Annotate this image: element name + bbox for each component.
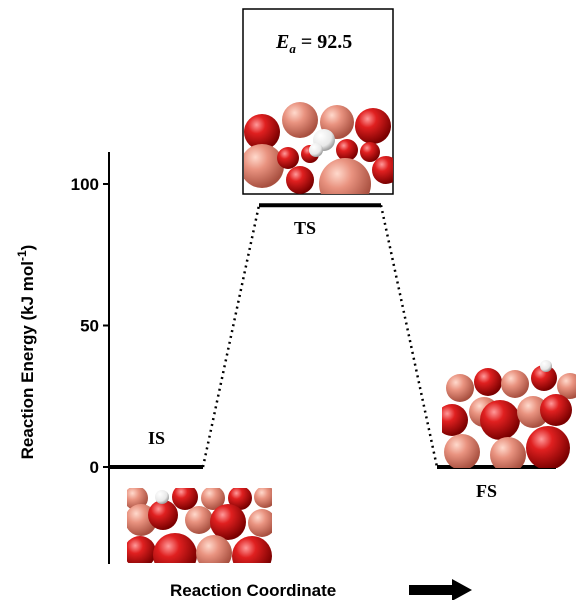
- connector-is-ts: [201, 204, 261, 468]
- y-axis-label-sup: -1: [15, 250, 29, 261]
- x-axis-label: Reaction Coordinate: [170, 581, 336, 600]
- activation-energy-label: Ea = 92.5: [275, 31, 352, 56]
- ts-structure-inset: Ea = 92.5: [242, 8, 394, 195]
- fs-structure-inset: [442, 360, 576, 468]
- state-label-fs: FS: [476, 481, 497, 501]
- y-axis-label: Reaction Energy (kJ mol-1): [15, 245, 37, 460]
- y-tick-label: 0: [90, 458, 99, 477]
- y-ticks: 0 50 100: [71, 175, 109, 477]
- state-label-is: IS: [148, 428, 165, 448]
- is-structure-inset: [127, 488, 272, 563]
- y-tick-label: 50: [80, 317, 99, 336]
- arrow-right-icon: [409, 579, 472, 600]
- ts-atoms: [244, 102, 393, 194]
- ea-subscript: a: [289, 41, 296, 56]
- ea-symbol: E: [275, 31, 289, 53]
- ea-value: = 92.5: [296, 31, 352, 53]
- connector-ts-fs: [379, 204, 439, 468]
- state-label-ts: TS: [294, 218, 316, 238]
- y-tick-label: 100: [71, 175, 99, 194]
- y-axis: 0 50 100: [71, 152, 110, 564]
- y-axis-label-close: ): [18, 245, 37, 251]
- y-axis-label-main: Reaction Energy (kJ mol: [18, 261, 37, 459]
